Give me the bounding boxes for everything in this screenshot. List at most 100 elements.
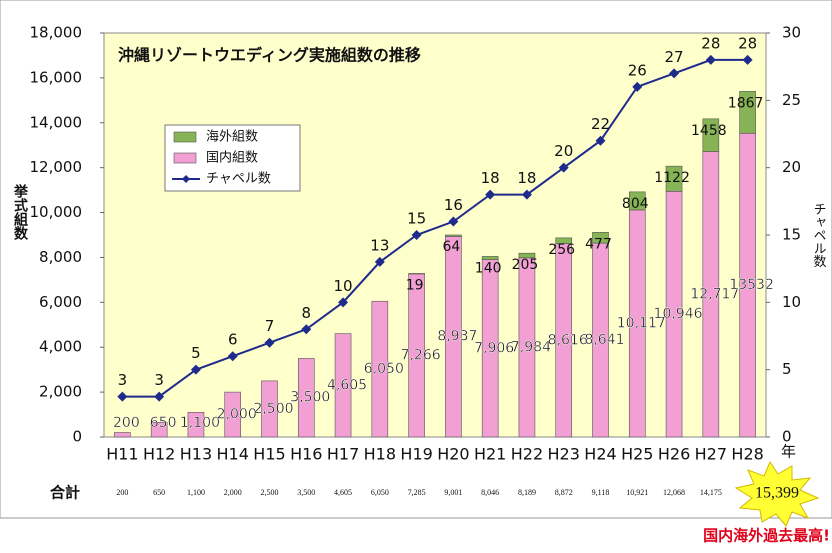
legend-marker [182, 175, 190, 183]
bar-label: 7,266 [401, 347, 441, 363]
bar-label: 2,500 [253, 401, 293, 417]
bar-label: 1867 [728, 95, 764, 111]
total-value: 9,001 [444, 488, 462, 497]
point-label: 7 [265, 317, 275, 335]
bar-label: 3,500 [290, 390, 330, 406]
point-label: 13 [370, 236, 389, 254]
y2-axis-label: チャペル数 [811, 203, 827, 268]
x-tick-label: H26 [658, 445, 690, 464]
point-label: 27 [665, 48, 684, 66]
plot-area [103, 32, 767, 438]
y-tick-label: 12,000 [30, 158, 83, 176]
legend-label: 国内組数 [206, 150, 258, 166]
x-tick-label: H24 [584, 445, 616, 464]
point-label: 3 [154, 371, 164, 389]
bar-label: 10,946 [654, 306, 703, 322]
x-tick-label: H27 [695, 445, 727, 464]
y2-tick-label: 10 [782, 293, 801, 311]
y-tick-label: 16,000 [30, 68, 83, 86]
bar [114, 432, 131, 438]
bar-label: 12,717 [690, 286, 739, 302]
bar-label: 1,100 [180, 415, 220, 431]
total-value: 650 [153, 488, 165, 497]
total-value: 2,000 [224, 488, 242, 497]
y-tick-label: 18,000 [30, 24, 83, 42]
legend-label: 海外組数 [206, 130, 258, 145]
y-tick-label: 10,000 [30, 203, 83, 221]
marker [632, 81, 643, 92]
bar-label: 650 [150, 415, 177, 431]
totals-label: 合計 [49, 484, 80, 502]
total-value: 6,050 [371, 488, 389, 497]
point-label: 8 [302, 304, 312, 322]
y2-tick-label: 5 [782, 360, 792, 378]
bar-label: 64 [442, 239, 460, 255]
bar [628, 191, 646, 211]
point-label: 28 [738, 34, 757, 52]
point-label: 10 [334, 277, 353, 295]
x-tick-label: H11 [106, 445, 138, 464]
bar-label: 1122 [654, 170, 690, 186]
marker [227, 351, 238, 362]
x-tick-label: H22 [511, 445, 543, 464]
x-tick-label: H16 [290, 445, 322, 464]
y-tick-label: 6,000 [39, 293, 82, 311]
total-value: 10,921 [626, 488, 648, 497]
bar [665, 165, 683, 192]
bar [297, 358, 315, 438]
point-label: 3 [118, 371, 128, 389]
y2-tick-label: 0 [782, 428, 792, 446]
bar-label: 477 [585, 236, 612, 252]
bar [739, 91, 756, 134]
bar-label: 7,984 [511, 339, 551, 355]
y2-tick-label: 15 [782, 226, 801, 244]
total-value: 2,500 [261, 488, 279, 497]
total-value: 12,068 [663, 488, 685, 497]
bar [702, 118, 720, 152]
x-tick-label: H12 [143, 445, 175, 464]
bar [150, 422, 168, 438]
bar-label: 4,605 [327, 377, 367, 393]
starburst [734, 460, 820, 527]
marker [117, 391, 128, 402]
marker [264, 337, 275, 348]
y-tick-label: 2,000 [39, 383, 82, 401]
point-label: 26 [628, 61, 647, 79]
footnote: 国内海外過去最高! [703, 527, 830, 545]
total-value: 3,500 [297, 488, 315, 497]
x-tick-label: H20 [437, 445, 469, 464]
bar-label: 10,117 [617, 315, 666, 331]
point-label: 18 [517, 169, 536, 187]
bar [592, 232, 609, 244]
marker [338, 297, 349, 308]
point-label: 22 [591, 115, 610, 133]
bar-label: 256 [548, 242, 575, 258]
x-tick-label: H28 [731, 445, 763, 464]
bar-label: 1458 [691, 123, 727, 139]
total-value: 200 [116, 488, 128, 497]
total-value: 4,605 [334, 488, 352, 497]
total-value: 14,175 [700, 488, 722, 497]
x-tick-label: H13 [180, 445, 212, 464]
point-label: 5 [191, 344, 201, 362]
bar [334, 333, 352, 438]
bar [371, 300, 389, 438]
bar-label: 200 [113, 415, 140, 431]
x-tick-label: H21 [474, 445, 506, 464]
point-label: 18 [481, 169, 500, 187]
marker [301, 324, 312, 335]
x-tick-label: H14 [217, 445, 249, 464]
bar [555, 237, 573, 244]
point-label: 28 [701, 34, 720, 52]
bar [224, 391, 242, 438]
total-value: 1,100 [187, 488, 205, 497]
point-label: 20 [554, 142, 573, 160]
y2-tick-label: 20 [782, 158, 801, 176]
bar-label: 6,050 [364, 361, 404, 377]
x-tick-label: H17 [327, 445, 359, 464]
marker [705, 54, 716, 65]
y2-tick-label: 30 [782, 24, 801, 42]
marker [411, 230, 422, 240]
total-value: 9,118 [592, 488, 610, 497]
